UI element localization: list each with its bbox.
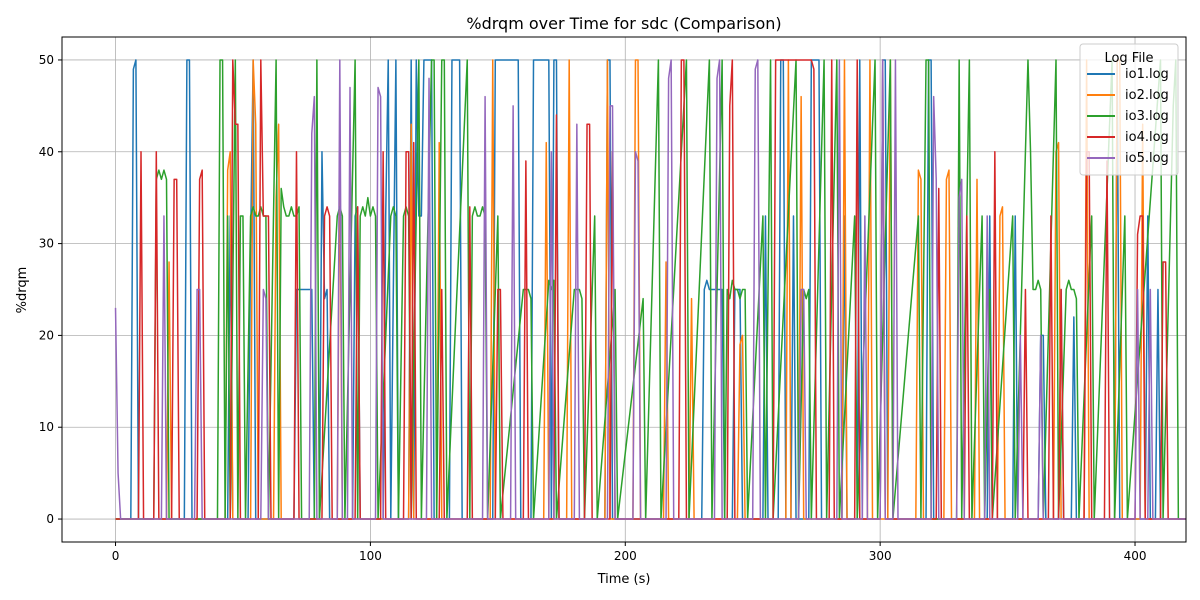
legend-box xyxy=(1079,43,1179,176)
x-axis: 0 100 200 300 400 xyxy=(112,542,1147,563)
x-axis-label: Time (s) xyxy=(597,572,651,587)
y-tick-label: 50 xyxy=(39,53,54,67)
y-tick-label: 20 xyxy=(39,328,54,342)
x-tick-label: 0 xyxy=(112,549,120,563)
y-axis: 0 10 20 30 40 50 xyxy=(39,53,62,526)
y-tick-label: 10 xyxy=(39,420,54,434)
chart-title: %drqm over Time for sdc (Comparison) xyxy=(466,14,781,33)
legend-item-label: io4.log xyxy=(1125,130,1169,145)
y-tick-label: 40 xyxy=(39,145,54,159)
series-layer xyxy=(114,59,1186,520)
legend-item-label: io3.log xyxy=(1125,109,1169,124)
plot-frame xyxy=(61,36,1187,543)
legend-item-label: io1.log xyxy=(1125,67,1169,82)
series-line-5 xyxy=(114,59,1186,520)
legend-title: Log File xyxy=(1104,51,1153,66)
x-tick-label: 100 xyxy=(359,549,382,563)
x-tick-label: 200 xyxy=(614,549,637,563)
x-tick-label: 300 xyxy=(869,549,892,563)
series-line-3 xyxy=(115,59,1186,520)
x-tick-label: 400 xyxy=(1124,549,1147,563)
y-tick-label: 30 xyxy=(39,237,54,251)
legend-item-label: io2.log xyxy=(1125,88,1169,103)
legend-item-label: io5.log xyxy=(1125,151,1169,166)
series-line-4 xyxy=(115,59,1186,520)
y-axis-label: %drqm xyxy=(15,267,30,314)
legend: Log File io1.log io2.log io3.log io4.log io5… xyxy=(1079,43,1179,176)
y-tick-label: 0 xyxy=(46,512,54,526)
